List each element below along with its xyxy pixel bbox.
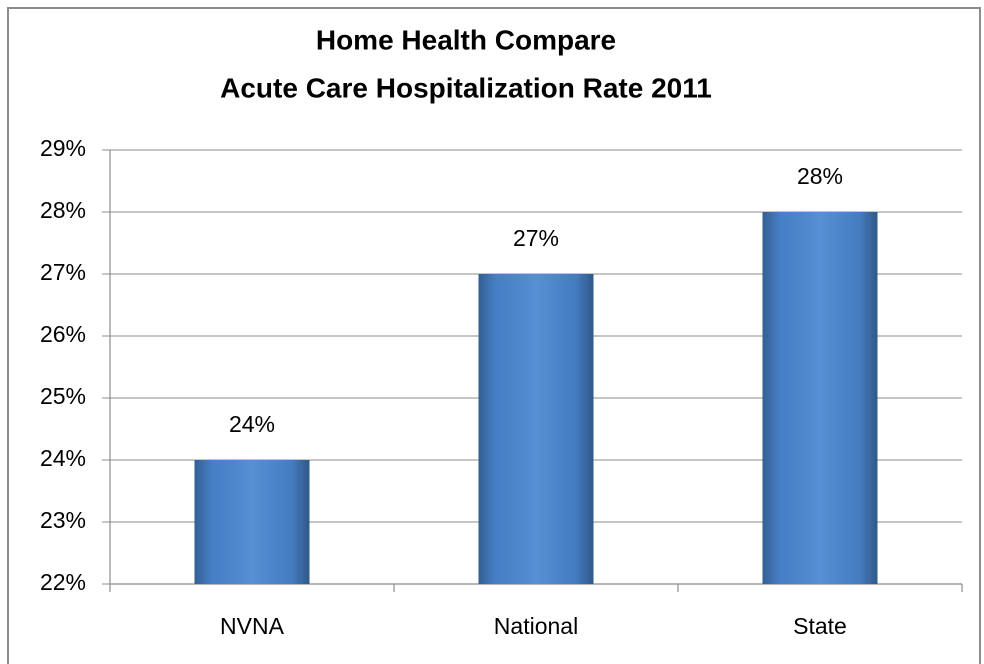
y-tick-label: 24% xyxy=(40,445,86,471)
data-label: 24% xyxy=(229,411,275,437)
y-tick-label: 25% xyxy=(40,383,86,409)
bar-shade xyxy=(762,212,878,584)
y-tick-label: 27% xyxy=(40,259,86,285)
y-tick-label: 26% xyxy=(40,321,86,347)
y-tick-label: 23% xyxy=(40,507,86,533)
bar-shade xyxy=(194,460,310,584)
chart-title: Home Health Compare xyxy=(316,24,616,55)
x-tick-label: National xyxy=(494,613,578,639)
chart-title: Acute Care Hospitalization Rate 2011 xyxy=(220,72,712,103)
y-tick-label: 28% xyxy=(40,197,86,223)
x-tick-label: NVNA xyxy=(220,613,285,639)
data-label: 28% xyxy=(797,163,843,189)
x-tick-label: State xyxy=(793,613,847,639)
y-tick-label: 29% xyxy=(40,135,86,161)
data-label: 27% xyxy=(513,225,559,251)
y-tick-label: 22% xyxy=(40,569,86,595)
bar-shade xyxy=(478,274,594,584)
